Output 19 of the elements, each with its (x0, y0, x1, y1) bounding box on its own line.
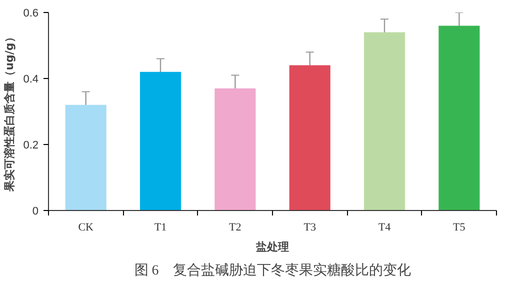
x-tick-label: CK (78, 222, 94, 234)
bar (214, 88, 256, 210)
bar (438, 26, 480, 210)
x-tick-label: T4 (378, 222, 392, 234)
caption: 图 6 复合盐碱胁迫下冬枣果实糖酸比的变化 (134, 262, 411, 278)
bar (364, 32, 406, 210)
x-axis-title: 盐处理 (255, 240, 289, 254)
x-tick-label: T5 (453, 222, 466, 234)
bar (65, 104, 106, 210)
bar (289, 65, 330, 210)
y-tick-label: 0.6 (23, 8, 39, 20)
x-tick-label: T1 (154, 222, 167, 234)
y-axis-title: 果实可溶性蛋白质含量（ug/g） (3, 32, 16, 192)
y-tick-label: 0.4 (23, 74, 39, 86)
bar (140, 72, 182, 210)
y-tick-label: 0 (32, 206, 39, 218)
x-tick-label: T2 (229, 222, 242, 234)
x-tick-label: T3 (304, 222, 316, 234)
y-tick-label: 0.2 (23, 140, 39, 152)
